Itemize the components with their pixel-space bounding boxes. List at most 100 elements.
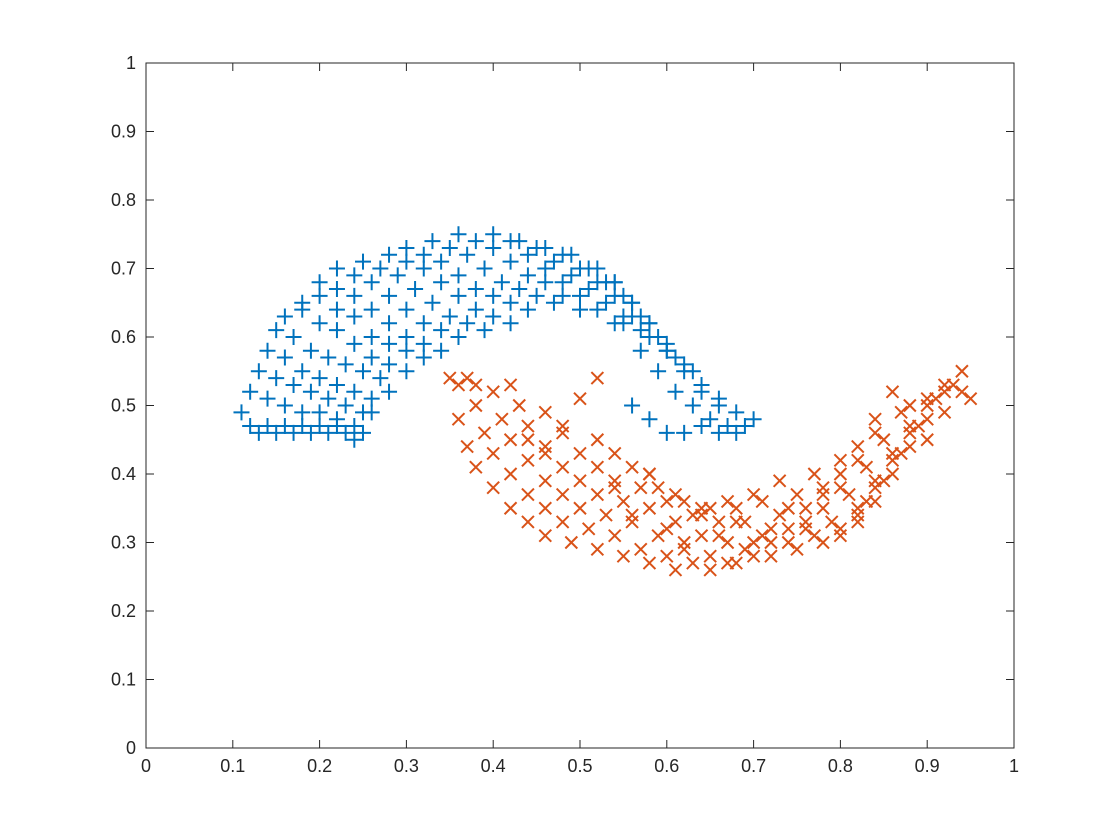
x-tick-label: 0.4 [481, 756, 506, 776]
y-tick-label: 0.3 [111, 533, 136, 553]
plus-point [624, 397, 641, 414]
plus-point [424, 233, 441, 250]
cross-point [651, 528, 665, 543]
cross-point [894, 405, 908, 420]
cross-point [955, 385, 969, 399]
plus-point [259, 418, 276, 435]
cross-point [816, 487, 830, 502]
plus-point [320, 390, 337, 407]
plus-point [684, 397, 701, 414]
plus-point [337, 356, 354, 373]
cross-point [503, 378, 518, 392]
cross-point [807, 528, 822, 543]
plus-point [519, 246, 536, 263]
plus-point [537, 239, 554, 256]
plus-point [519, 301, 536, 318]
plus-point [676, 363, 693, 380]
plus-point [450, 287, 467, 304]
cross-point [642, 501, 657, 515]
cross-point [625, 508, 639, 522]
plus-point [450, 267, 467, 284]
plus-point [589, 260, 606, 277]
cross-point [703, 501, 717, 515]
cross-point [885, 385, 900, 399]
cross-point [538, 446, 552, 461]
cross-point [677, 494, 691, 509]
plus-point [320, 349, 337, 366]
x-tick-label: 0.7 [741, 756, 766, 776]
plus-point [632, 322, 649, 339]
cross-point [634, 480, 648, 495]
cross-point [451, 378, 466, 392]
cross-point [746, 487, 761, 502]
x-tick-label: 1 [1009, 756, 1019, 776]
plus-point [398, 301, 415, 318]
cross-point [816, 480, 830, 495]
cross-point [608, 528, 622, 543]
cross-point [590, 371, 605, 385]
plus-point [537, 274, 554, 291]
y-tick-label: 0.7 [111, 259, 136, 279]
plus-point [693, 383, 710, 400]
cross-point [608, 480, 622, 495]
plus-point [363, 329, 380, 345]
plus-point [632, 308, 649, 325]
cross-point [642, 467, 657, 481]
cross-point [660, 494, 674, 509]
plus-point [485, 308, 502, 325]
plus-point [615, 315, 632, 332]
plus-point [346, 335, 363, 352]
cross-point [521, 487, 535, 502]
plus-point [676, 424, 693, 441]
plus-point [485, 287, 502, 304]
cross-point [920, 412, 934, 426]
cross-point [851, 439, 865, 454]
y-tick-label: 0.8 [111, 190, 136, 210]
plus-point [563, 246, 580, 263]
cross-point [825, 515, 839, 529]
cross-point [833, 453, 848, 468]
cross-point [946, 378, 960, 392]
plus-point [545, 253, 562, 270]
plus-point [250, 424, 267, 441]
cross-point [781, 535, 796, 550]
cross-point [521, 433, 535, 447]
cross-point [877, 433, 891, 447]
cross-point [521, 515, 535, 529]
cross-point [573, 391, 587, 406]
y-tick-label: 0.6 [111, 327, 136, 347]
cross-point [451, 412, 466, 426]
plus-point [624, 294, 641, 311]
plus-point [320, 424, 337, 441]
cross-point [755, 494, 769, 509]
cross-point [486, 385, 500, 399]
plus-point [346, 287, 363, 304]
plus-point [328, 322, 345, 339]
plus-point [563, 267, 580, 284]
plus-point [485, 226, 502, 243]
plus-point [580, 281, 597, 298]
plus-point [233, 404, 250, 421]
cross-point [790, 487, 804, 502]
plus-point [311, 418, 328, 435]
plus-point [328, 281, 345, 298]
cross-point [677, 542, 691, 557]
cross-point [503, 501, 518, 515]
plus-point [242, 383, 259, 400]
cross-point [573, 474, 587, 488]
plus-point [476, 260, 493, 277]
cross-point [937, 405, 952, 420]
cross-point [798, 522, 813, 536]
plus-point [415, 349, 432, 366]
cross-point [746, 549, 761, 563]
plus-point [328, 376, 345, 393]
cross-point [720, 494, 735, 509]
plus-point [459, 246, 476, 263]
cross-point [833, 522, 848, 536]
plot-marks [233, 226, 978, 577]
cross-point [555, 460, 570, 474]
cross-point [521, 419, 535, 433]
cross-point [538, 405, 552, 420]
cross-point [477, 426, 492, 440]
plus-point [346, 267, 363, 284]
